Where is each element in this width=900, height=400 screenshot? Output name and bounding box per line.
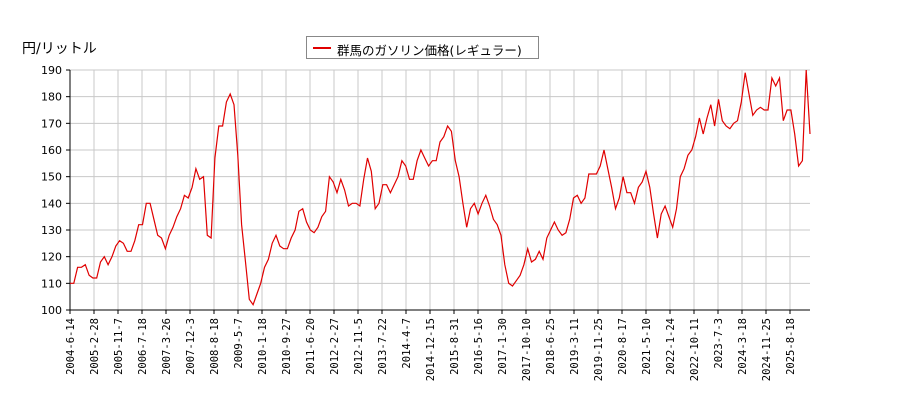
y-tick-label: 140 (41, 197, 62, 210)
x-tick-label: 2012-11-5 (353, 318, 365, 375)
x-tick-label: 2024-11-25 (761, 318, 773, 381)
x-tick-label: 2020-8-17 (617, 318, 629, 375)
x-tick-label: 2009-5-7 (233, 318, 245, 369)
x-tick-label: 2021-5-10 (641, 318, 653, 375)
x-tick-label: 2025-8-18 (785, 318, 797, 375)
x-tick-label: 2019-11-25 (593, 318, 605, 381)
series-line (70, 69, 811, 306)
x-tick-label: 2004-6-14 (65, 318, 77, 375)
x-tick-label: 2023-7-3 (713, 318, 725, 369)
legend: 群馬のガソリン価格(レギュラー) (306, 36, 539, 59)
x-tick-label: 2022-10-11 (689, 318, 701, 381)
x-tick-label: 2010-1-18 (257, 318, 269, 375)
y-tick-label: 130 (41, 224, 62, 237)
x-tick-label: 2017-10-10 (521, 318, 533, 381)
legend-label: 群馬のガソリン価格(レギュラー) (337, 43, 522, 58)
x-tick-label: 2018-6-25 (545, 318, 557, 375)
x-tick-label: 2014-4-7 (401, 318, 413, 369)
y-tick-label: 150 (41, 171, 62, 184)
x-tick-label: 2016-5-16 (473, 318, 485, 375)
x-tick-label: 2011-6-20 (305, 318, 317, 375)
x-tick-label: 2013-7-22 (377, 318, 389, 375)
y-tick-label: 160 (41, 144, 62, 157)
y-tick-label: 170 (41, 117, 62, 130)
x-tick-label: 2007-12-3 (185, 318, 197, 375)
y-tick-label: 120 (41, 251, 62, 264)
x-tick-label: 2015-8-31 (449, 318, 461, 375)
x-tick-label: 2014-12-15 (425, 318, 437, 381)
x-tick-label: 2024-3-18 (737, 318, 749, 375)
x-tick-label: 2017-1-30 (497, 318, 509, 375)
x-tick-label: 2010-9-27 (281, 318, 293, 375)
y-tick-label: 110 (41, 277, 62, 290)
y-tick-label: 180 (41, 91, 62, 104)
y-axis-title: 円/リットル (22, 41, 97, 57)
x-tick-label: 2012-2-27 (329, 318, 341, 375)
x-tick-label: 2006-7-18 (137, 318, 149, 375)
y-tick-label: 190 (41, 64, 62, 77)
x-tick-label: 2019-3-11 (569, 318, 581, 375)
y-tick-label: 100 (41, 304, 62, 317)
x-tick-label: 2005-2-28 (89, 318, 101, 375)
x-tick-label: 2007-3-26 (161, 318, 173, 375)
x-tick-label: 2005-11-7 (113, 318, 125, 375)
x-tick-label: 2022-1-24 (665, 318, 677, 375)
legend-swatch (313, 47, 331, 49)
x-tick-label: 2008-8-18 (209, 318, 221, 375)
